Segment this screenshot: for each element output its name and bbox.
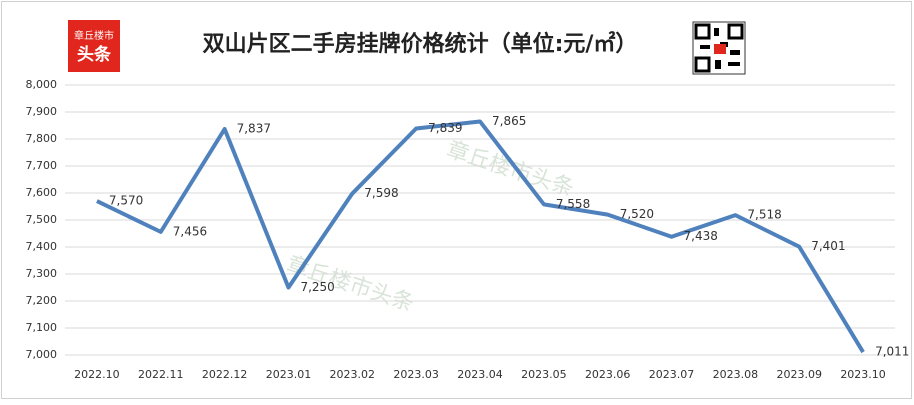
data-label: 7,837 [237, 122, 271, 136]
y-tick-label: 8,000 [26, 78, 58, 91]
y-tick-label: 7,500 [26, 213, 58, 226]
x-tick-label: 2023.02 [330, 368, 376, 381]
x-tick-label: 2023.09 [776, 368, 822, 381]
data-label: 7,520 [620, 207, 654, 221]
y-tick-label: 7,600 [26, 186, 58, 199]
x-tick-label: 2023.01 [266, 368, 312, 381]
x-tick-label: 2023.10 [840, 368, 886, 381]
x-tick-label: 2023.04 [457, 368, 503, 381]
y-tick-label: 7,100 [26, 321, 58, 334]
data-label: 7,401 [811, 239, 845, 253]
y-tick-label: 7,900 [26, 105, 58, 118]
data-label: 7,570 [109, 194, 143, 208]
y-tick-label: 7,200 [26, 294, 58, 307]
chart-title: 双山片区二手房挂牌价格统计（单位:元/㎡） [203, 31, 638, 57]
x-tick-label: 2023.03 [393, 368, 439, 381]
data-label: 7,839 [428, 121, 462, 135]
x-tick-label: 2023.07 [649, 368, 695, 381]
data-label: 7,250 [300, 280, 334, 294]
x-tick-label: 2023.05 [521, 368, 567, 381]
logo-text: 头条 [77, 44, 112, 65]
chart-border [1, 1, 912, 399]
line-series [96, 119, 865, 354]
logo-box [68, 20, 120, 72]
data-label: 7,438 [684, 229, 718, 243]
logo-text: 章丘楼市 [74, 29, 114, 42]
y-tick-label: 7,800 [26, 132, 58, 145]
y-tick-label: 7,400 [26, 240, 58, 253]
x-tick-label: 2022.10 [74, 368, 120, 381]
x-tick-label: 2022.12 [202, 368, 248, 381]
x-tick-label: 2022.11 [138, 368, 184, 381]
data-label: 7,456 [173, 224, 207, 238]
y-tick-label: 7,000 [26, 348, 58, 361]
data-label: 7,598 [364, 186, 398, 200]
x-tick-label: 2023.06 [585, 368, 631, 381]
x-tick-label: 2023.08 [713, 368, 759, 381]
qr-code [692, 21, 746, 75]
data-label: 7,558 [556, 197, 590, 211]
y-tick-label: 7,300 [26, 267, 58, 280]
data-label: 7,518 [747, 208, 781, 222]
data-label: 7,865 [492, 114, 526, 128]
y-tick-label: 7,700 [26, 159, 58, 172]
data-label: 7,011 [875, 345, 909, 359]
